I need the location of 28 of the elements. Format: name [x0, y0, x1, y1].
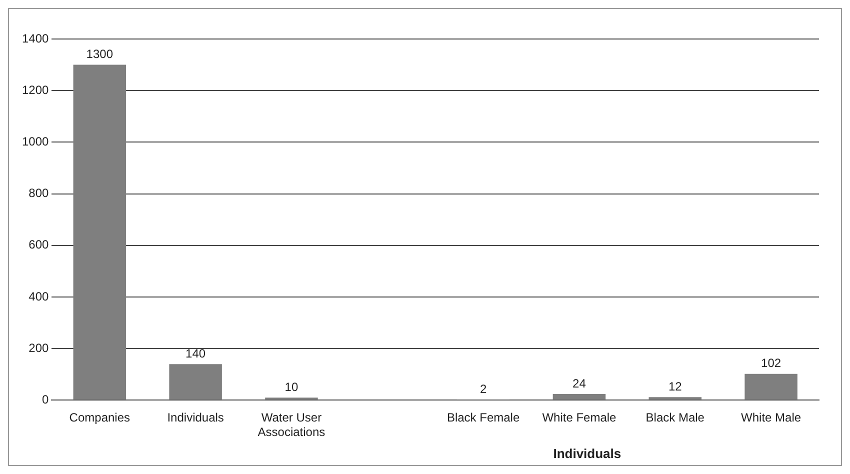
x-tick-label: Individuals [167, 410, 224, 425]
data-label: 102 [761, 356, 782, 370]
data-label: 10 [284, 380, 298, 394]
y-tick-label: 800 [28, 186, 50, 200]
x-tick-label: Companies [69, 410, 130, 425]
x-axis-title: Individuals [553, 446, 622, 462]
x-tick-label: Black Male [646, 410, 705, 425]
data-label: 1300 [86, 47, 114, 62]
bar [648, 397, 702, 400]
y-tick-label: 600 [28, 238, 50, 252]
x-tick-label: Black Female [446, 410, 520, 425]
data-label: 12 [668, 379, 682, 394]
y-tick-label: 200 [28, 340, 50, 355]
x-tick-label: White Female [542, 410, 617, 425]
y-tick-label: 400 [28, 289, 50, 304]
data-label: 24 [572, 376, 586, 390]
x-tick-label: White Male [741, 410, 802, 425]
bar [73, 64, 126, 400]
y-tick-label: 1200 [22, 82, 50, 97]
y-tick-label: 1000 [22, 134, 50, 149]
bar [169, 364, 222, 400]
x-tick-label: Water User Associations [258, 410, 326, 440]
bar [744, 374, 798, 400]
bar [552, 394, 606, 400]
data-label: 2 [480, 382, 487, 396]
y-tick-label: 1400 [22, 31, 50, 46]
data-label: 140 [186, 346, 206, 360]
y-tick-label: 0 [42, 392, 50, 407]
